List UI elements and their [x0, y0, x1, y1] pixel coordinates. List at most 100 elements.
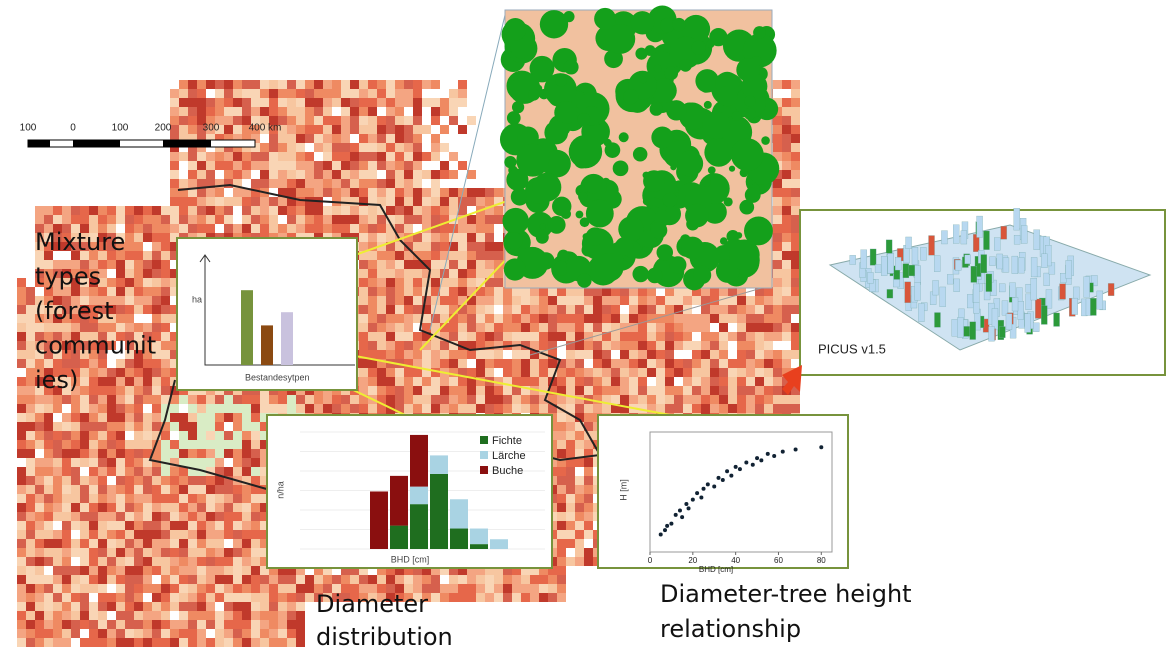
map-cell	[161, 584, 170, 593]
tree-block	[1009, 283, 1015, 297]
map-cell	[647, 296, 656, 305]
map-cell	[35, 575, 44, 584]
map-cell	[575, 557, 584, 566]
map-cell	[773, 359, 782, 368]
map-cell	[26, 467, 35, 476]
map-cell	[35, 503, 44, 512]
map-cell	[251, 593, 260, 602]
map-cell	[449, 260, 458, 269]
map-cell	[485, 251, 494, 260]
map-cell	[287, 629, 296, 638]
map-cell	[476, 269, 485, 278]
map-cell	[170, 440, 179, 449]
map-cell	[431, 386, 440, 395]
map-cell	[791, 287, 800, 296]
map-cell	[611, 305, 620, 314]
point	[684, 502, 688, 506]
map-cell	[593, 359, 602, 368]
map-cell	[251, 458, 260, 467]
map-cell	[242, 80, 251, 89]
map-cell	[287, 143, 296, 152]
map-cell	[278, 395, 287, 404]
map-cell	[206, 206, 215, 215]
map-cell	[494, 278, 503, 287]
map-cell	[197, 638, 206, 647]
map-cell	[170, 467, 179, 476]
map-cell	[395, 188, 404, 197]
map-cell	[287, 404, 296, 413]
tree-block	[941, 231, 947, 244]
map-cell	[656, 332, 665, 341]
map-cell	[260, 611, 269, 620]
map-cell	[215, 593, 224, 602]
map-cell	[476, 368, 485, 377]
map-cell	[413, 125, 422, 134]
forest-blob	[744, 96, 755, 107]
forest-blob	[569, 135, 602, 168]
map-cell	[386, 260, 395, 269]
map-cell	[305, 395, 314, 404]
map-cell	[278, 593, 287, 602]
map-cell	[125, 278, 134, 287]
tree-block	[977, 216, 983, 237]
map-cell	[89, 476, 98, 485]
map-cell	[584, 332, 593, 341]
map-cell	[179, 557, 188, 566]
tree-block	[952, 319, 958, 336]
map-cell	[26, 611, 35, 620]
map-cell	[440, 386, 449, 395]
map-cell	[386, 287, 395, 296]
map-cell	[323, 215, 332, 224]
forest-blob	[577, 273, 591, 287]
map-cell	[557, 395, 566, 404]
map-cell	[197, 485, 206, 494]
tree-block	[905, 282, 911, 303]
map-cell	[242, 224, 251, 233]
map-cell	[80, 548, 89, 557]
map-cell	[413, 206, 422, 215]
map-cell	[269, 197, 278, 206]
map-cell	[413, 575, 422, 584]
map-cell	[647, 323, 656, 332]
map-cell	[269, 107, 278, 116]
map-cell	[161, 368, 170, 377]
map-cell	[773, 269, 782, 278]
map-cell	[98, 575, 107, 584]
map-cell	[152, 377, 161, 386]
tree-block	[970, 322, 976, 340]
map-cell	[179, 611, 188, 620]
map-cell	[116, 611, 125, 620]
map-cell	[143, 305, 152, 314]
map-cell	[251, 197, 260, 206]
map-cell	[170, 485, 179, 494]
map-cell	[440, 296, 449, 305]
map-cell	[107, 575, 116, 584]
map-cell	[134, 287, 143, 296]
map-cell	[674, 386, 683, 395]
x-tick-label: 20	[688, 556, 697, 565]
map-cell	[629, 305, 638, 314]
map-cell	[116, 458, 125, 467]
map-cell	[170, 188, 179, 197]
map-cell	[314, 116, 323, 125]
map-cell	[98, 620, 107, 629]
map-cell	[62, 485, 71, 494]
map-cell	[728, 368, 737, 377]
map-cell	[233, 557, 242, 566]
map-cell	[188, 431, 197, 440]
map-cell	[746, 386, 755, 395]
map-cell	[161, 431, 170, 440]
map-cell	[395, 125, 404, 134]
map-cell	[314, 188, 323, 197]
map-cell	[512, 584, 521, 593]
map-cell	[584, 557, 593, 566]
map-cell	[242, 638, 251, 647]
map-cell	[503, 575, 512, 584]
map-cell	[791, 134, 800, 143]
map-cell	[116, 629, 125, 638]
map-cell	[170, 512, 179, 521]
map-cell	[233, 125, 242, 134]
map-cell	[512, 323, 521, 332]
map-cell	[107, 395, 116, 404]
map-cell	[152, 557, 161, 566]
